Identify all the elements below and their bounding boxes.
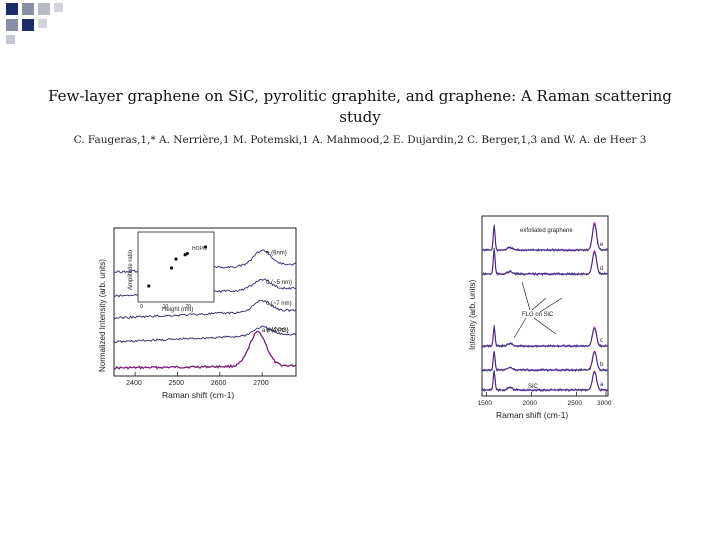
- right-series-fit: [482, 350, 608, 371]
- paper-authors: C. Faugeras,1,* A. Nerrière,1 M. Potemsk…: [73, 134, 647, 146]
- inset-point: [169, 266, 174, 270]
- right-series-line: [481, 247, 609, 277]
- right-x-tick-label: 2500: [568, 400, 583, 407]
- inset-x-label: Height (nm): [162, 307, 193, 313]
- left-series-line: [113, 325, 296, 344]
- left-series-label: d (~5 nm): [266, 280, 292, 286]
- right-series-fit: [482, 249, 608, 275]
- inset-point: [174, 257, 178, 261]
- right-series-fit: [482, 326, 608, 347]
- annotation-arrows: [513, 281, 563, 339]
- figure-left-chart: a (HOPG)b (4 nm) c (~7 nm) d (~5 nm) e (6nm…: [98, 227, 297, 400]
- left-x-tick-label: 2400: [126, 380, 142, 387]
- left-series-label: b (4 nm): [266, 328, 288, 334]
- right-series-label: e: [600, 242, 604, 248]
- inset-y-label: Amplitude ratio: [128, 249, 134, 290]
- right-series-label: b: [600, 362, 604, 368]
- left-x-tick-label: 2600: [211, 380, 227, 387]
- right-series-label: d: [600, 266, 603, 272]
- left-series-label: c (~7 nm): [266, 301, 292, 307]
- left-inset: 0 10 20 HOPG Height (nm) Amplitude ratio: [128, 231, 215, 313]
- left-series-line: [113, 299, 296, 320]
- right-x-ticks: 1500 2000 2500 3000: [478, 392, 612, 407]
- inset-x-tick-label: 0: [140, 304, 143, 310]
- left-plot-frame: [113, 227, 297, 377]
- right-series-line: [481, 370, 609, 393]
- left-x-label: Raman shift (cm-1): [162, 390, 234, 400]
- right-series-fit: [482, 370, 608, 391]
- inset-x-tick-label: 10: [163, 304, 169, 310]
- right-series-fit: [482, 221, 608, 251]
- right-series-line: [481, 325, 609, 349]
- right-series-line: [481, 224, 609, 253]
- inset-x-ticks: 0 10 20: [140, 304, 191, 310]
- inset-point: [203, 245, 208, 249]
- inset-point: [185, 252, 189, 256]
- left-series-line: [114, 330, 296, 370]
- inset-point: [147, 284, 151, 288]
- annotation-exfoliated: exfoliated graphene: [520, 228, 573, 234]
- right-series-label: c: [600, 338, 603, 344]
- inset-legend: HOPG: [192, 246, 207, 252]
- left-x-tick-label: 2700: [253, 380, 269, 387]
- paper-title: Few-layer graphene on SiC, pyrolitic gra…: [48, 87, 672, 126]
- annotation-sic: SiC: [528, 384, 538, 390]
- right-y-label: Intensity (arb. units): [468, 279, 477, 350]
- annotation-flg-sic: FLG on SiC: [522, 312, 554, 318]
- left-series-label: e (6nm): [266, 251, 287, 257]
- right-series-label: a: [600, 382, 604, 388]
- right-x-tick-label: 3000: [597, 400, 612, 407]
- right-plot-frame: [481, 215, 609, 397]
- right-x-tick-label: 1500: [478, 400, 493, 407]
- right-x-label: Raman shift (cm-1): [496, 410, 568, 420]
- inset-points: [147, 245, 208, 288]
- left-y-label: Normalized Intensity (arb. units): [98, 259, 107, 372]
- inset-x-tick-label: 20: [185, 304, 191, 310]
- figure-right-chart: a b c d e 1500 2000 2500 3000 exfoliated graphe…: [468, 215, 612, 420]
- right-series-group: a b c d e: [481, 221, 609, 393]
- right-series-line: [481, 350, 609, 373]
- left-series-label: a (HOPG): [262, 328, 289, 334]
- right-x-tick-label: 2000: [523, 400, 538, 407]
- left-x-ticks: 2400 2500 2600 2700: [126, 372, 269, 387]
- left-x-tick-label: 2500: [168, 380, 184, 387]
- corner-decoration: [6, 3, 63, 44]
- left-inset-frame: [137, 231, 215, 303]
